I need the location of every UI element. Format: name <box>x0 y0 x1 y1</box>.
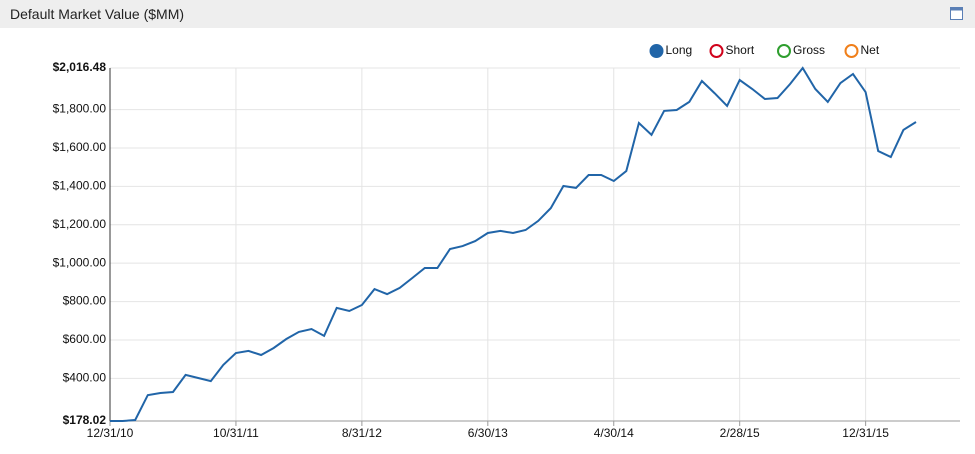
legend-item[interactable]: Short <box>709 43 755 58</box>
y-tick-label: $1,000.00 <box>53 255 107 269</box>
legend-item[interactable]: Gross <box>777 43 825 58</box>
legend-label: Gross <box>793 43 825 57</box>
x-tick-label: 12/31/10 <box>87 426 134 440</box>
legend-marker <box>649 44 664 58</box>
legend-label: Net <box>861 43 880 57</box>
widget-header: Default Market Value ($MM) <box>0 0 975 28</box>
x-tick-label: 6/30/13 <box>468 426 508 440</box>
legend-label: Short <box>726 43 755 57</box>
data-line <box>110 66 917 422</box>
legend-item[interactable]: Long <box>649 43 693 58</box>
x-tick-label: 2/28/15 <box>720 426 760 440</box>
legend-label: Long <box>666 43 693 57</box>
maximize-icon[interactable] <box>950 7 964 21</box>
x-tick-label: 8/31/12 <box>342 426 382 440</box>
y-tick-label: $600.00 <box>63 332 107 346</box>
y-tick-label: $400.00 <box>63 371 107 385</box>
legend-item[interactable]: Net <box>844 43 880 58</box>
x-tick-label: 10/31/11 <box>213 426 259 440</box>
legend-marker <box>777 44 791 58</box>
x-tick-label: 4/30/14 <box>594 426 634 440</box>
y-tick-label: $1,600.00 <box>53 140 107 154</box>
legend-marker <box>709 44 724 58</box>
y-tick-label: $178.02 <box>63 413 107 427</box>
y-tick-label: $1,200.00 <box>53 217 107 231</box>
y-tick-label: $2,016.48 <box>53 60 107 74</box>
y-tick-label: $800.00 <box>63 294 107 308</box>
chart: $178.02 $400.00 $600.00 $800.00 $1,000.00 $1,… <box>53 43 960 440</box>
y-tick-label: $1,800.00 <box>53 102 107 116</box>
legend-marker <box>844 44 859 58</box>
y-tick-label: $1,400.00 <box>53 179 107 193</box>
chart-title: Default Market Value ($MM) <box>10 6 185 22</box>
x-tick-label: 12/31/15 <box>842 426 889 440</box>
